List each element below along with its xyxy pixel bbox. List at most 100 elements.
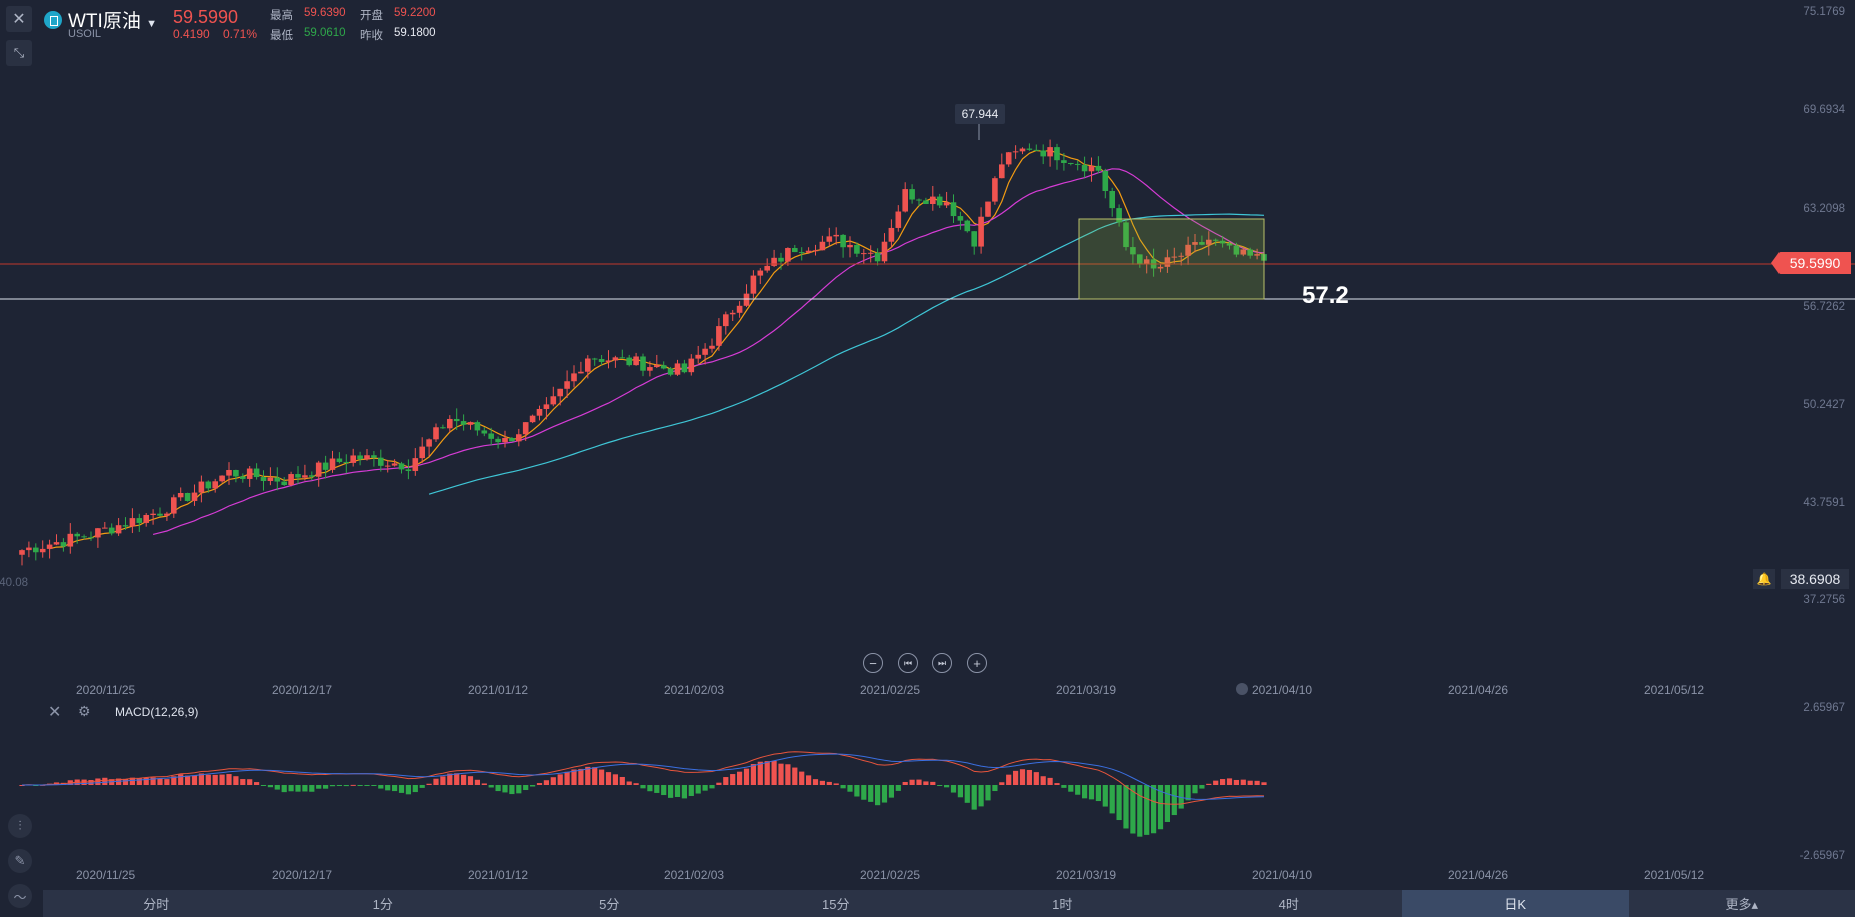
date-axis-tick: 2020/12/17: [272, 683, 333, 697]
candle-body: [1206, 239, 1212, 245]
macd-histogram-bar: [385, 785, 391, 791]
macd-histogram-bar: [1164, 785, 1170, 822]
candle-body: [102, 527, 108, 529]
date-axis-tick: 2021/04/26: [1448, 868, 1509, 882]
candle-body: [74, 533, 80, 537]
zoom-in-button[interactable]: +: [967, 653, 987, 673]
macd-histogram-bar: [1082, 785, 1088, 799]
candle-body: [184, 492, 191, 501]
macd-histogram-bar: [605, 772, 612, 785]
candle-body: [598, 359, 605, 362]
candle-body: [916, 199, 922, 201]
macd-histogram-bar: [647, 785, 653, 792]
candle-body: [992, 178, 998, 202]
candle-body: [1185, 244, 1191, 256]
price-axis-tick: 50.2427: [1803, 399, 1845, 411]
macd-close-button[interactable]: ✕: [48, 702, 61, 722]
macd-dif-line: [21, 751, 1265, 805]
candle-body: [1233, 245, 1240, 255]
candle-body: [564, 381, 570, 389]
macd-histogram-bar: [461, 774, 467, 785]
candle-body: [874, 252, 881, 262]
candle-body: [640, 356, 646, 371]
ma20-line: [152, 168, 1265, 535]
macd-histogram-bar: [909, 779, 915, 785]
candle-body: [1088, 165, 1095, 172]
macd-histogram-bar: [1019, 769, 1026, 785]
candle-body: [757, 270, 764, 276]
scroll-end-button[interactable]: ⏭: [932, 653, 952, 673]
symbol-code: USOIL: [68, 28, 102, 40]
ma5-line: [49, 149, 1265, 550]
macd-histogram-bar: [295, 785, 301, 792]
candle-body: [1240, 249, 1247, 255]
tab-timeframe[interactable]: 5分: [599, 897, 620, 912]
candle-body: [764, 265, 770, 271]
macd-label: MACD(12,26,9): [115, 705, 199, 719]
macd-histogram-bar: [157, 778, 163, 785]
tab-timeframe[interactable]: 1分: [372, 897, 393, 912]
candle-body: [509, 437, 515, 442]
close-button[interactable]: ✕: [6, 6, 32, 32]
collapse-button[interactable]: ⤡: [6, 40, 32, 66]
tab-timeframe[interactable]: 4时: [1278, 897, 1299, 912]
candle-body: [378, 457, 384, 466]
macd-histogram-bar: [1130, 785, 1136, 834]
macd-histogram-bar: [557, 774, 563, 785]
candle-body: [219, 475, 225, 482]
scroll-start-icon: ⏮: [903, 657, 913, 668]
tab-timeframe[interactable]: 15分: [822, 897, 850, 912]
indicator-tool[interactable]: ⫶: [8, 814, 32, 838]
macd-histogram-bar: [1026, 769, 1032, 785]
candle-body: [143, 515, 149, 523]
macd-histogram-bar: [1261, 782, 1267, 785]
macd-settings-button[interactable]: ⚙: [78, 703, 91, 720]
macd-histogram-bar: [1220, 779, 1226, 785]
macd-histogram-bar: [564, 771, 570, 785]
draw-tool[interactable]: ✎: [8, 849, 32, 873]
chart-icon: 〜: [13, 889, 27, 905]
candle-body: [1192, 242, 1198, 245]
macd-histogram-bar: [1075, 785, 1081, 795]
tab-timeframe[interactable]: 分时: [143, 897, 170, 912]
bell-icon[interactable]: 🔔: [1753, 569, 1775, 589]
symbol-selector[interactable]: WTI原油 ▼: [68, 6, 157, 33]
macd-histogram-bar: [523, 785, 529, 791]
macd-histogram-bar: [1054, 783, 1060, 785]
chart-tool[interactable]: 〜: [8, 884, 32, 908]
price-axis-tick: 63.2098: [1803, 203, 1845, 215]
date-axis-tick: 2021/04/26: [1448, 683, 1509, 697]
candle-body: [736, 305, 743, 313]
macd-histogram-bar: [467, 776, 474, 785]
macd-histogram-bar: [1088, 785, 1095, 800]
candle-body: [108, 527, 115, 534]
macd-histogram-bar: [226, 774, 232, 785]
tab-timeframe[interactable]: 1时: [1052, 897, 1073, 912]
candle-body: [571, 373, 577, 382]
macd-histogram-bar: [688, 785, 694, 796]
macd-histogram-bar: [412, 785, 418, 793]
scroll-start-button[interactable]: ⏮: [898, 653, 918, 673]
candle-body: [702, 348, 708, 355]
candle-body: [557, 388, 563, 397]
candle-body: [1116, 208, 1122, 223]
alert-price-tag[interactable]: 38.6908: [1781, 569, 1849, 589]
tab-more[interactable]: 更多▴: [1725, 897, 1759, 912]
macd-histogram-bar: [937, 785, 943, 786]
candle-body: [923, 200, 929, 205]
zoom-out-button[interactable]: −: [863, 653, 883, 673]
candle-body: [688, 358, 695, 373]
candle-body: [812, 250, 819, 252]
candle-body: [723, 314, 729, 327]
candle-body: [1123, 222, 1129, 248]
candle-body: [709, 345, 715, 349]
chevron-down-icon: ▼: [146, 18, 157, 30]
candle-body: [771, 257, 777, 266]
candle-body: [115, 525, 122, 534]
macd-histogram-bar: [585, 766, 591, 785]
tab-timeframe-active[interactable]: 日K: [1402, 890, 1629, 917]
candle-body: [1254, 254, 1260, 256]
macd-histogram-bar: [392, 785, 398, 792]
macd-histogram-bar: [481, 783, 487, 785]
